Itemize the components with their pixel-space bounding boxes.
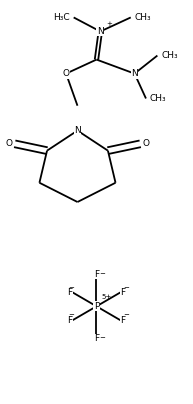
Text: −: − bbox=[68, 284, 74, 290]
Text: −: − bbox=[123, 312, 129, 318]
Text: H₃C: H₃C bbox=[53, 13, 70, 22]
Text: O: O bbox=[142, 139, 149, 148]
Text: −: − bbox=[68, 312, 74, 318]
Text: CH₃: CH₃ bbox=[150, 94, 166, 103]
Text: F: F bbox=[68, 316, 73, 325]
Text: −: − bbox=[99, 335, 105, 341]
Text: O: O bbox=[63, 69, 69, 78]
Text: −: − bbox=[123, 284, 129, 290]
Text: CH₃: CH₃ bbox=[135, 13, 151, 22]
Text: F: F bbox=[120, 288, 125, 297]
Text: F: F bbox=[120, 316, 125, 325]
Text: N: N bbox=[74, 126, 81, 135]
Text: F: F bbox=[94, 269, 99, 278]
Text: F: F bbox=[94, 334, 99, 343]
Text: 5+: 5+ bbox=[102, 295, 112, 301]
Text: −: − bbox=[99, 271, 105, 278]
Text: P: P bbox=[94, 302, 99, 311]
Text: F: F bbox=[68, 288, 73, 297]
Text: O: O bbox=[6, 139, 13, 148]
Text: +: + bbox=[106, 21, 112, 27]
Text: N: N bbox=[131, 69, 138, 78]
Text: N: N bbox=[97, 27, 104, 36]
Text: CH₃: CH₃ bbox=[161, 51, 178, 60]
